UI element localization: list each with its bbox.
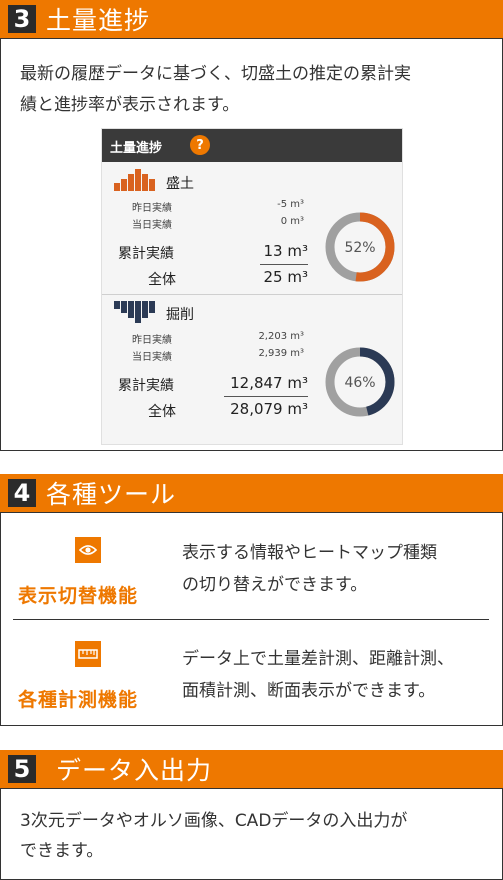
section-box-tools: 表示切替機能 表示する情報やヒートマップ種類 の切り替えができます。 各種計測機… bbox=[0, 512, 503, 726]
section-header-io: 5 データ入出力 bbox=[0, 750, 503, 788]
cut-total-label: 全体 bbox=[148, 404, 176, 420]
cut-today-value: 2,939 m³ bbox=[258, 348, 304, 359]
section-header-progress: 3 土量進捗 bbox=[0, 0, 503, 38]
fill-today-label: 当日実績 bbox=[132, 220, 172, 231]
section-header-tools: 4 各種ツール bbox=[0, 474, 503, 512]
tool-desc-line: 表示する情報やヒートマップ種類 bbox=[182, 543, 437, 563]
section-number: 3 bbox=[8, 5, 36, 33]
fill-divider bbox=[260, 264, 308, 265]
cut-total-value: 28,079 m³ bbox=[230, 400, 308, 418]
fill-cumulative-value: 13 m³ bbox=[263, 242, 308, 260]
tool-divider bbox=[13, 619, 489, 620]
cut-today-label: 当日実績 bbox=[132, 352, 172, 363]
section-title: 各種ツール bbox=[46, 480, 177, 509]
panel-title: 土量進捗 bbox=[110, 141, 163, 156]
tool-desc-line: データ上で土量差計測、距離計測、 bbox=[182, 649, 454, 669]
tool-desc-line: の切り替えができます。 bbox=[182, 575, 368, 595]
fill-total-label: 全体 bbox=[148, 272, 176, 288]
tool-desc-line: 面積計測、断面表示ができます。 bbox=[182, 681, 436, 701]
cut-yesterday-value: 2,203 m³ bbox=[258, 331, 304, 342]
earthwork-progress-panel: 土量進捗 ? 盛土 昨日実績 -5 m³ 当日実績 0 m³ 累計実績 13 m… bbox=[101, 128, 403, 445]
fill-today-value: 0 m³ bbox=[280, 216, 304, 227]
section-box-io: 3次元データやオルソ画像、CADデータの入出力が できます。 bbox=[0, 788, 503, 880]
section-number: 4 bbox=[8, 479, 36, 507]
cut-progress-donut: 46% bbox=[325, 347, 395, 417]
cut-label: 掘削 bbox=[166, 307, 194, 323]
tool-name-measure: 各種計測機能 bbox=[18, 689, 139, 711]
description-line: 最新の履歴データに基づく、切盛土の推定の累計実 bbox=[20, 64, 411, 84]
description-line: 3次元データやオルソ画像、CADデータの入出力が bbox=[20, 811, 408, 831]
fill-percent-text: 52% bbox=[344, 240, 375, 256]
donut-progress-arc bbox=[325, 347, 395, 417]
fill-progress-donut: 52% bbox=[325, 212, 395, 282]
panel-header: 土量進捗 ? bbox=[102, 129, 402, 162]
cut-divider bbox=[224, 396, 308, 397]
cut-cumulative-label: 累計実績 bbox=[118, 378, 174, 394]
cut-icon bbox=[114, 301, 155, 323]
section-title: データ入出力 bbox=[56, 756, 213, 785]
section-title: 土量進捗 bbox=[46, 6, 151, 35]
cut-percent-text: 46% bbox=[344, 375, 375, 391]
description-line: 績と進捗率が表示されます。 bbox=[20, 95, 240, 115]
fill-cumulative-label: 累計実績 bbox=[118, 246, 174, 262]
eye-icon bbox=[75, 537, 101, 563]
fill-icon bbox=[114, 169, 155, 191]
donut-progress-arc bbox=[325, 212, 395, 282]
ruler-icon bbox=[75, 641, 101, 667]
cut-cumulative-value: 12,847 m³ bbox=[230, 374, 308, 392]
fill-yesterday-value: -5 m³ bbox=[277, 199, 304, 210]
section-number: 5 bbox=[8, 755, 36, 783]
tool-name-display-toggle: 表示切替機能 bbox=[18, 585, 139, 607]
cut-yesterday-label: 昨日実績 bbox=[132, 335, 172, 346]
description-line: できます。 bbox=[20, 841, 104, 861]
fill-label: 盛土 bbox=[166, 176, 194, 192]
fill-yesterday-label: 昨日実績 bbox=[132, 203, 172, 214]
fill-total-value: 25 m³ bbox=[263, 268, 308, 286]
help-icon[interactable]: ? bbox=[190, 135, 210, 155]
panel-divider bbox=[102, 294, 402, 295]
